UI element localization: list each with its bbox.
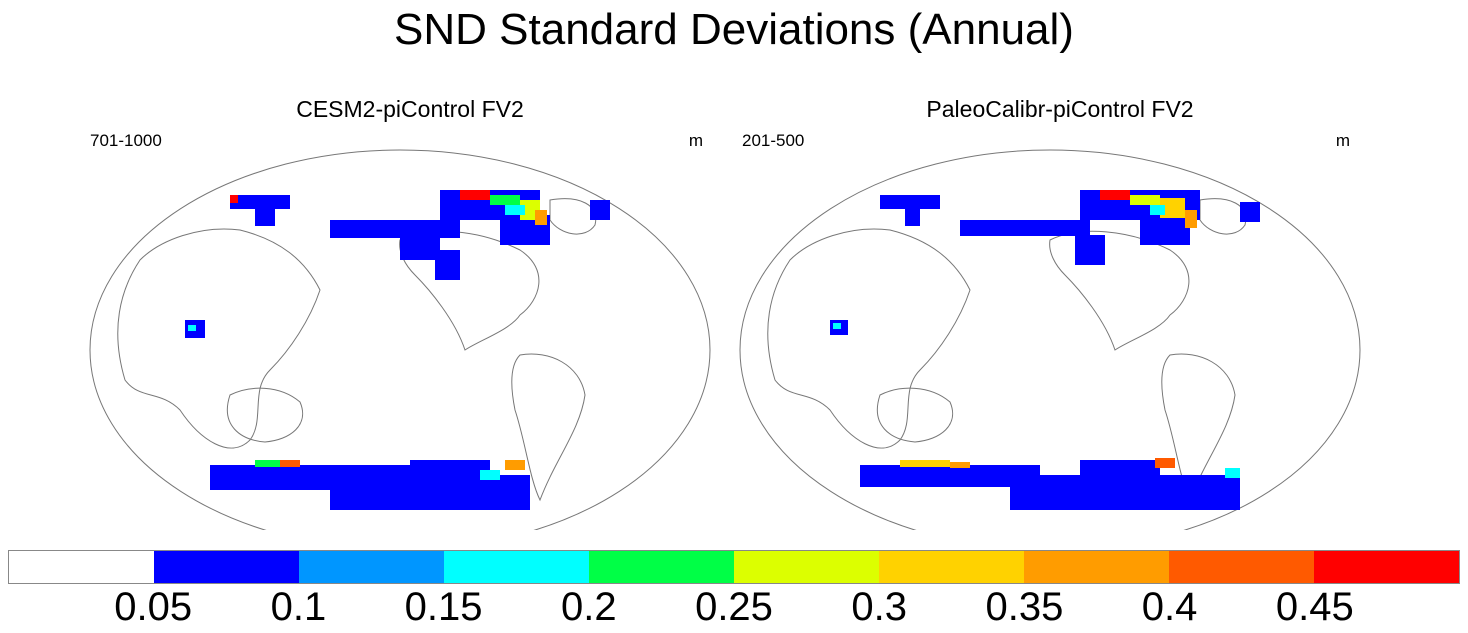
- world-map: [739, 149, 1361, 530]
- snow-std-antarctic: [210, 460, 530, 510]
- units-label: m: [1335, 131, 1350, 150]
- units-label: m: [688, 131, 703, 150]
- colorbar-box-7: [1024, 551, 1169, 583]
- colorbar-box-4: [589, 551, 734, 583]
- snow-std-antarctic: [860, 458, 1240, 510]
- colorbar-box-5: [734, 551, 879, 583]
- years-label: 701-1000: [90, 131, 162, 150]
- colorbar-tick-label: 0.1: [270, 585, 327, 629]
- colorbar-tick-label: 0.25: [695, 585, 773, 629]
- panel-title: PaleoCalibr-piControl FV2: [926, 96, 1194, 122]
- colorbar-tick-label: 0.15: [404, 585, 483, 629]
- map-panel-cesm2: CESM2-piControl FV2 701-1000 m: [80, 90, 740, 530]
- colorbar-tick-labels: 0.05 0.1 0.15 0.2 0.25 0.3 0.35 0.4 0.45: [8, 584, 1460, 630]
- map-boundary: [89, 149, 711, 530]
- snow-std-northern: [830, 190, 1260, 335]
- colorbar-box-3: [444, 551, 589, 583]
- panel-title: CESM2-piControl FV2: [296, 96, 524, 122]
- colorbar-box-2: [299, 551, 444, 583]
- colorbar-box-0: [9, 551, 154, 583]
- coastlines: [117, 198, 597, 502]
- colorbar-tick-label: 0.3: [851, 585, 907, 629]
- colorbar-tick-label: 0.35: [985, 585, 1064, 629]
- world-map: [89, 149, 711, 530]
- years-label: 201-500: [742, 131, 805, 150]
- colorbar-box-1: [154, 551, 299, 583]
- colorbar: [8, 550, 1460, 584]
- colorbar-box-8: [1169, 551, 1314, 583]
- colorbar-box-6: [879, 551, 1024, 583]
- colorbar-tick-label: 0.45: [1275, 585, 1354, 629]
- snow-std-northern: [185, 190, 610, 338]
- map-panel-paleocalibr: PaleoCalibr-piControl FV2 201-500 m: [730, 90, 1390, 530]
- figure-title: SND Standard Deviations (Annual): [394, 5, 1074, 54]
- map-boundary: [739, 149, 1361, 530]
- colorbar-box-9: [1314, 551, 1459, 583]
- colorbar-tick-label: 0.4: [1141, 585, 1198, 629]
- colorbar-tick-label: 0.05: [114, 585, 193, 629]
- colorbar-tick-label: 0.2: [560, 585, 617, 629]
